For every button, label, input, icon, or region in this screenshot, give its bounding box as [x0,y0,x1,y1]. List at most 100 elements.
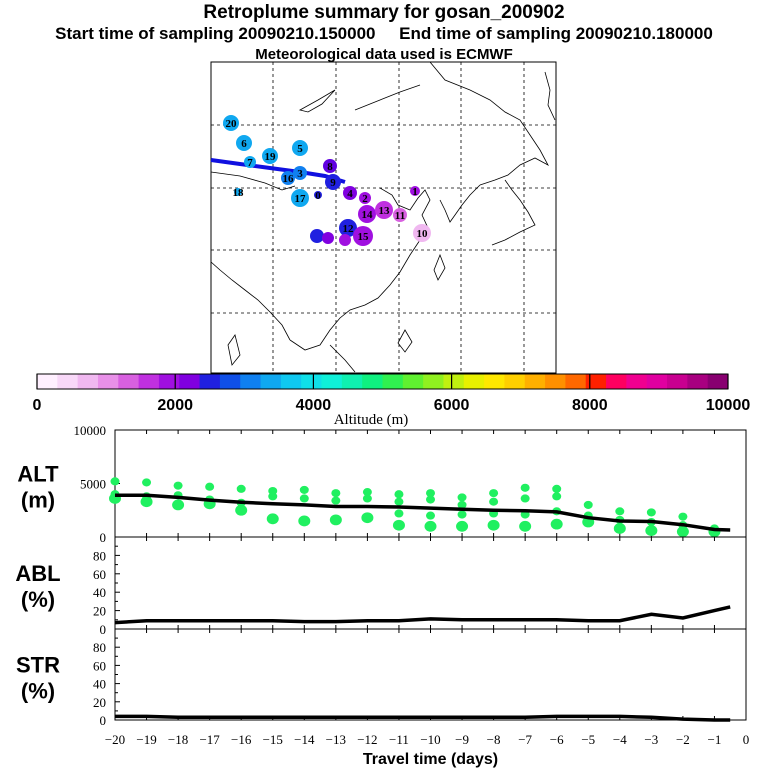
altitude-cluster-marker [298,515,311,527]
colorbar-cell [219,374,241,389]
altitude-cluster-marker [362,494,372,503]
colorbar-tick-label: 2000 [157,397,193,414]
colorbar-cell [260,374,282,389]
plume-marker [234,188,242,196]
x-tick-label: −11 [389,732,409,747]
plume-marker-label: 0 [315,190,321,202]
plume-marker-label: 20 [226,118,238,130]
altitude-cluster-marker [456,520,469,532]
panel-abl: 80 60 40 20 0 ABL(%) [15,536,747,637]
colorbar-cell [158,374,180,389]
altitude-cluster-marker [394,509,404,518]
trajectory-map: 206 19 5 7 18 316 8 17 094 2 1 14 13 12 11 10 15 [210,61,557,374]
altitude-cluster-marker [426,511,435,520]
altitude-cluster-marker [552,492,562,501]
altitude-cluster-marker [489,497,499,506]
y-tick-label: 0 [100,530,107,545]
colorbar-cell [443,374,465,389]
colorbar-cell [341,374,363,389]
altitude-cluster-marker [615,507,625,516]
plume-marker [375,201,393,219]
y-tick-label: 0 [100,713,107,728]
plume-marker-label: 8 [327,161,333,173]
y-tick-label: 20 [93,604,106,619]
plume-marker [291,189,309,207]
colorbar-cell [97,374,119,389]
x-tick-label: −20 [105,732,125,747]
altitude-cluster-marker [426,495,435,504]
plume-marker [293,166,307,180]
series-line-alt [115,493,731,532]
plume-marker [339,234,351,246]
y-tick-label: 60 [93,658,106,673]
plume-marker-label: 2 [362,193,368,205]
altitude-cluster-marker [392,519,405,531]
x-tick-label: −18 [168,732,188,747]
panel-unit: (%) [21,587,55,612]
y-tick-label: 40 [93,677,106,692]
plume-marker [281,171,295,185]
altitude-cluster-marker [552,484,562,493]
colorbar-cell [240,374,262,389]
x-tick-label: −14 [294,732,315,747]
panel-alt: 10000 5000 0 ALT(m) [17,423,747,545]
colorbar-cell [280,374,302,389]
altitude-cluster-marker [646,508,656,517]
altitude-cluster-marker [457,510,467,519]
plume-marker [413,224,431,242]
colorbar-cell [545,374,566,389]
y-tick-label: 80 [93,548,106,563]
altitude-cluster-marker [645,525,658,536]
plume-marker-label: 1 [412,186,418,198]
altitude-cluster-marker [487,519,500,531]
altitude-cluster-marker [331,489,341,498]
altitude-cluster-marker [331,496,341,505]
plume-marker-label: 11 [395,210,405,222]
plume-marker-label: 12 [343,223,355,235]
altitude-cluster-marker [140,496,153,508]
chart-title: Retroplume summary for gosan_200902 [203,2,565,23]
colorbar-cell [423,374,444,389]
y-tick-label: 60 [93,567,106,582]
plume-markers: 206 19 5 7 18 316 8 17 094 2 1 14 13 12 11 10 15 [210,115,431,246]
x-tick-label: −12 [357,732,377,747]
y-tick-label: 10000 [74,423,107,438]
sampling-info: Start time of sampling 20090210.150000 E… [55,24,713,43]
colorbar-cell [118,374,140,389]
altitude-cluster-marker [583,500,593,509]
altitude-cluster-marker [299,494,309,503]
colorbar-tick-label: 0 [33,397,42,414]
plume-marker-label: 16 [283,173,295,185]
altitude-cluster-marker [457,493,467,502]
altitude-cluster-marker [520,494,530,503]
plume-marker [262,148,278,164]
x-tick-label: −8 [487,732,501,747]
x-tick-label: −17 [199,732,220,747]
colorbar-tick-label: 10000 [706,397,751,414]
plume-marker-label: 9 [330,177,336,189]
altitude-cluster-marker [394,497,404,506]
altitude-cluster-marker [205,482,215,491]
x-tick-label: −10 [420,732,440,747]
colorbar-cell [37,374,58,389]
plume-marker [244,156,256,168]
plume-marker [353,226,373,246]
altitude-cluster-marker [519,520,532,532]
altitude-cluster-marker [676,526,689,538]
altitude-cluster-marker [235,504,248,516]
x-tick-label: −7 [518,732,532,747]
altitude-cluster-marker [424,520,437,532]
x-tick-label: −9 [455,732,469,747]
colorbar-cell [77,374,99,389]
colorbar-cell [321,374,343,389]
altitude-cluster-marker [426,489,435,498]
plume-marker [410,186,420,196]
colorbar-tick-label: 8000 [572,397,608,414]
x-tick-label: −6 [550,732,564,747]
series-line-abl [114,605,731,625]
plume-marker [393,208,407,222]
x-tick-label: −4 [613,732,627,747]
plume-marker-label: 14 [362,209,374,221]
